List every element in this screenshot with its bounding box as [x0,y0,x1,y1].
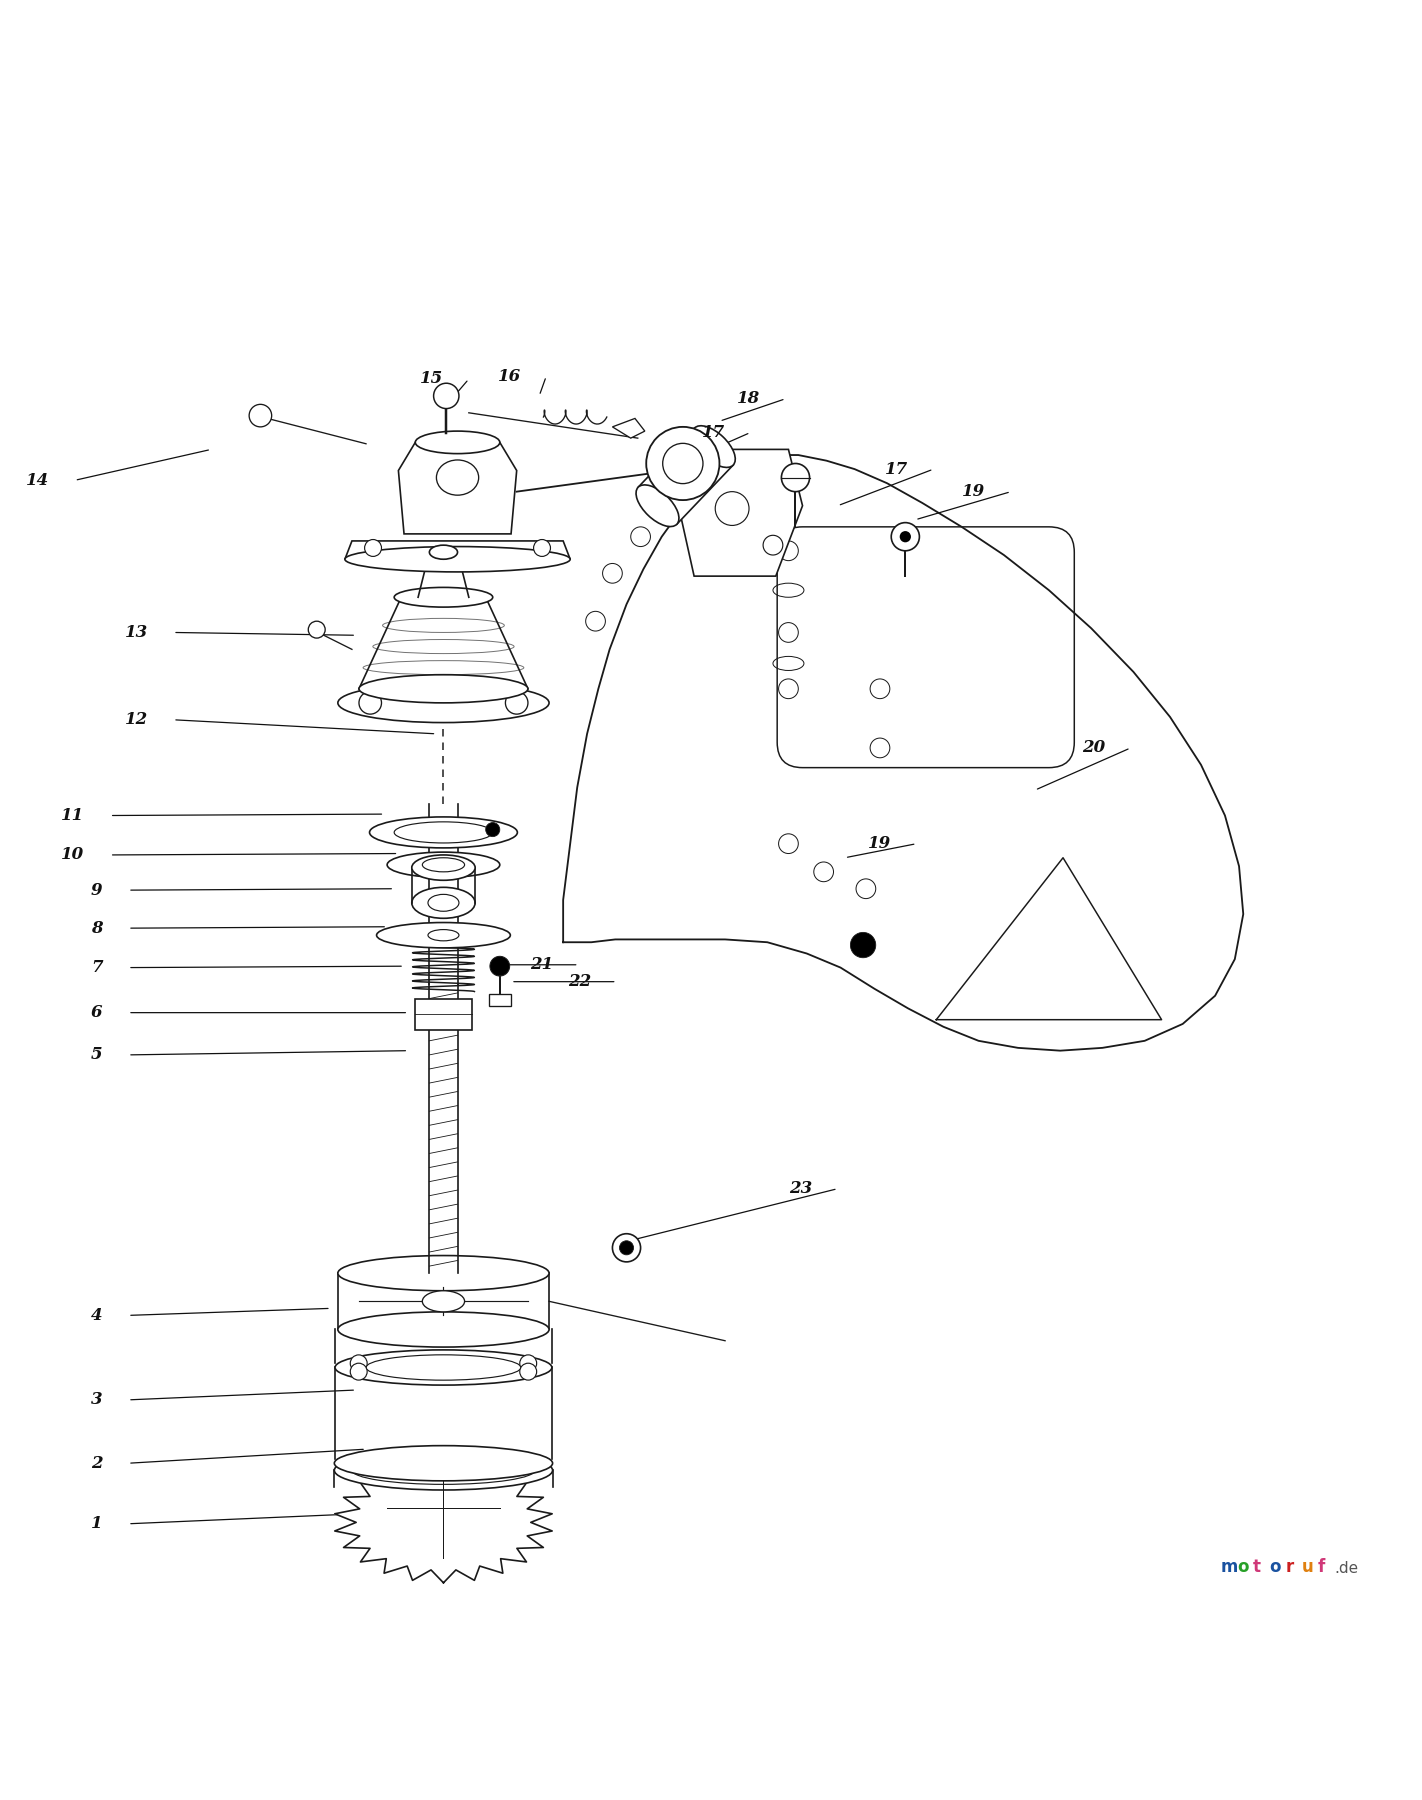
Text: 16: 16 [498,367,520,385]
Text: 6: 6 [91,1004,102,1021]
Ellipse shape [334,1451,553,1490]
Circle shape [364,540,381,556]
Circle shape [491,956,509,976]
Circle shape [309,621,326,637]
Text: 12: 12 [125,711,148,729]
Ellipse shape [338,684,549,722]
Text: o: o [1270,1557,1281,1575]
Polygon shape [346,542,570,560]
Text: u: u [1301,1557,1314,1575]
Text: 19: 19 [867,835,892,851]
Text: 5: 5 [91,1046,102,1064]
Text: 17: 17 [884,461,909,477]
Text: r: r [1285,1557,1294,1575]
Circle shape [350,1355,367,1372]
Text: 10: 10 [61,846,84,864]
Text: 4: 4 [91,1307,102,1323]
Circle shape [613,1233,640,1262]
Circle shape [900,531,912,542]
Circle shape [520,1355,536,1372]
Polygon shape [613,418,644,437]
Text: f: f [1318,1557,1325,1575]
Ellipse shape [370,817,518,848]
Ellipse shape [412,887,475,918]
Text: 21: 21 [530,956,553,974]
Ellipse shape [429,545,458,560]
Ellipse shape [336,1350,552,1384]
Text: 23: 23 [789,1181,812,1197]
Ellipse shape [394,587,493,607]
Ellipse shape [415,430,499,454]
Text: 17: 17 [702,425,725,441]
Text: 20: 20 [1082,740,1105,756]
Ellipse shape [338,1256,549,1291]
Text: 8: 8 [91,920,102,936]
Ellipse shape [338,1312,549,1346]
Polygon shape [638,428,734,524]
Text: 3: 3 [91,1391,102,1408]
Ellipse shape [334,1445,553,1481]
Text: 13: 13 [125,625,148,641]
Circle shape [533,540,550,556]
Text: 1: 1 [91,1516,102,1532]
Circle shape [892,522,920,551]
Circle shape [434,383,459,409]
Text: .de: .de [1334,1561,1358,1575]
Circle shape [520,1363,536,1381]
Ellipse shape [422,1291,465,1312]
Text: 19: 19 [963,482,985,500]
Ellipse shape [693,427,735,468]
Ellipse shape [387,851,499,877]
Text: m: m [1220,1557,1239,1575]
Polygon shape [334,1462,552,1582]
Circle shape [486,823,499,837]
Circle shape [505,691,528,715]
Ellipse shape [636,484,678,527]
Ellipse shape [377,923,510,949]
Text: 22: 22 [567,974,592,990]
Circle shape [249,405,272,427]
Circle shape [358,691,381,715]
Text: 14: 14 [26,472,50,490]
Text: 11: 11 [61,806,84,824]
Circle shape [646,427,720,500]
Text: 18: 18 [737,391,761,407]
Text: 2: 2 [91,1454,102,1472]
Polygon shape [398,443,516,535]
Text: 9: 9 [91,882,102,898]
Circle shape [350,1363,367,1381]
Circle shape [850,932,876,958]
Text: o: o [1237,1557,1249,1575]
Ellipse shape [346,547,570,572]
Circle shape [620,1240,634,1255]
Polygon shape [680,450,802,576]
Ellipse shape [358,675,528,702]
Text: 15: 15 [421,371,444,387]
Circle shape [782,463,809,491]
Ellipse shape [412,855,475,880]
Text: t: t [1253,1557,1261,1575]
Bar [415,999,472,1030]
Bar [489,994,510,1006]
Text: 7: 7 [91,959,102,976]
